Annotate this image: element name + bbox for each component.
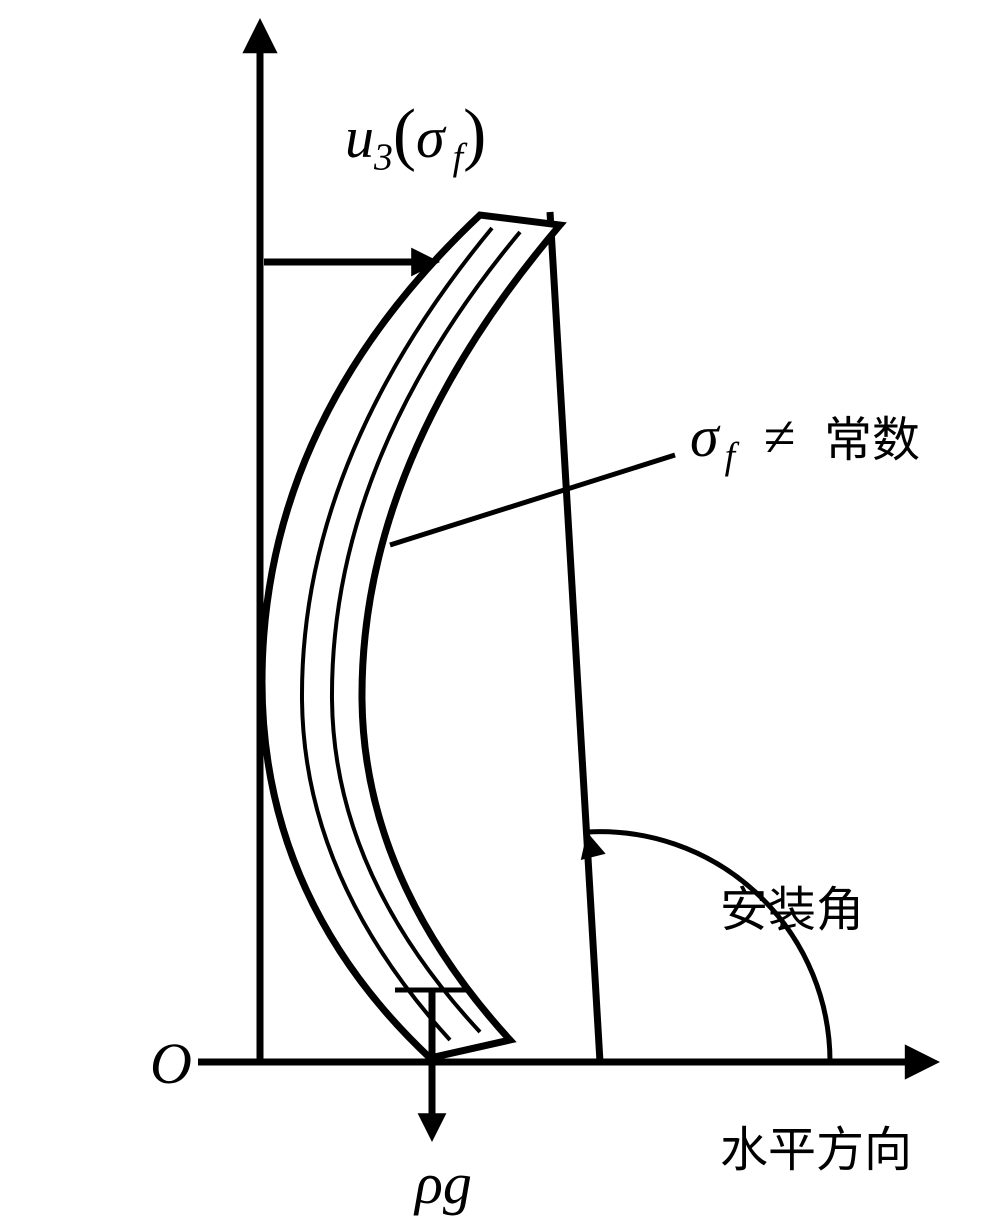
install-angle-label: 安装角 [720,870,864,940]
sigma-ne-const: 常数 [824,414,920,467]
sigma-ne-op: ≠ [764,404,796,469]
rho-g-rho: ρ [415,1151,443,1216]
sigma-ne-sub: f [725,436,735,478]
sigma-ne-label: σf ≠ 常数 [690,400,920,479]
u3-sigmasub: f [453,137,463,179]
u3-u: u [345,105,374,170]
diagram-svg [0,0,995,1207]
diagram-container: O u3(σf) σf ≠ 常数 安装角 水平方向 ρg [0,0,995,1207]
horizontal-label: 水平方向 [720,1110,912,1180]
rho-g-g: g [443,1151,472,1216]
u3-label: u3(σf) [345,95,486,180]
u3-sigma: σ [416,105,445,170]
origin-label: O [150,1030,192,1097]
sigma-ne-sigma: σ [690,404,719,469]
u3-usub: 3 [374,137,393,179]
